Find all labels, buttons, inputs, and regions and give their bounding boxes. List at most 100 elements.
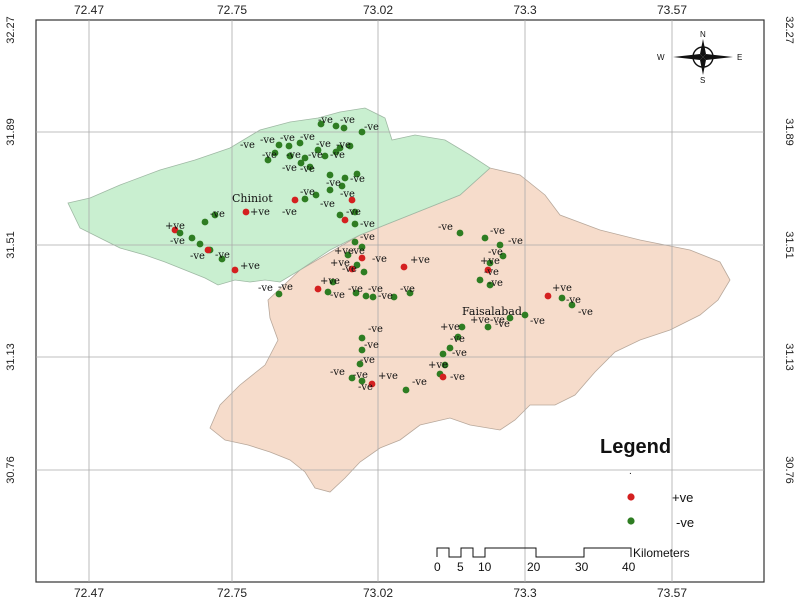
scale-bar: Kilometers 0 5 10 20 30 40 [434,546,690,574]
lat-tick-left-0: 32.27 [5,16,17,44]
scale-tick-40: 40 [622,560,636,574]
legend-negative-label: -ve [676,515,694,530]
lon-tick-top-3: 73.3 [513,3,537,17]
sample-point-negative-50 [329,278,337,286]
scale-bar-segments [436,547,632,558]
sample-point-positive-41 [231,266,239,274]
sample-point-negative-55 [369,293,377,301]
point-label-33: -ve [372,254,387,265]
sample-point-negative-74 [454,333,462,341]
point-label-57: -ve [495,319,510,330]
city-label-faisalabad: Faisalabad [462,305,522,318]
lon-tick-bottom-0: 72.47 [74,586,104,600]
sample-point-negative-9 [346,142,354,150]
lat-tick-right-2: 31.51 [783,231,795,259]
sample-point-positive-47 [348,265,356,273]
point-label-17: -ve [300,187,315,198]
lon-tick-bottom-1: 72.75 [217,586,247,600]
point-label-10: -ve [286,150,301,161]
point-label-13: -ve [282,163,297,174]
point-label-6: -ve [300,132,315,143]
point-label-21: -ve [282,207,297,218]
point-label-62: +ve [428,360,448,371]
point-label-23: -ve [360,219,375,230]
sample-points: -ve -ve-ve-ve -ve -ve -ve-ve -ve-ve -ve -ve -ve-… [165,115,593,394]
sample-point-negative-42 [351,238,359,246]
point-label-55: +ve [470,315,490,326]
legend-negative-marker [627,517,635,525]
sample-point-negative-19 [341,174,349,182]
sample-point-negative-59 [456,229,464,237]
sample-point-negative-63 [486,259,494,267]
scale-unit: Kilometers [633,546,690,560]
lat-tick-left-2: 31.51 [5,231,17,259]
compass-south-arrow [700,57,706,75]
point-label-43: -ve [378,291,393,302]
sample-point-negative-66 [486,281,494,289]
point-label-15: -ve [326,178,341,189]
lon-tick-top-1: 72.75 [217,3,247,17]
sample-point-negative-10 [264,156,272,164]
point-label-14: -ve [300,164,315,175]
sample-point-negative-2 [340,124,348,132]
sample-point-negative-82 [356,360,364,368]
point-label-46: -ve [490,226,505,237]
point-label-39: +ve [320,276,340,287]
point-label-67: -ve [330,367,345,378]
point-label-35: -ve [342,264,357,275]
lat-tick-left-3: 31.13 [5,343,17,371]
sample-point-negative-39 [218,255,226,263]
sample-point-negative-4 [275,141,283,149]
point-label-70: -ve [358,382,373,393]
sample-point-negative-44 [344,251,352,259]
point-label-20: +ve [250,207,270,218]
sample-point-negative-16 [297,159,305,167]
legend-dot-mark: . [629,466,632,477]
chiniot-region [67,107,491,286]
point-label-38: -ve [278,282,293,293]
sample-point-negative-28 [336,211,344,219]
sample-point-negative-6 [296,139,304,147]
sample-point-negative-84 [358,377,366,385]
sample-point-negative-20 [353,170,361,178]
sample-point-negative-5 [285,142,293,150]
sample-point-negative-35 [176,229,184,237]
sample-point-negative-72 [484,323,492,331]
point-label-22: -ve [346,207,361,218]
city-label-chiniot: Chiniot [232,192,273,205]
point-label-8: -ve [336,140,351,151]
point-label-65: -ve [364,340,379,351]
sample-point-negative-86 [402,386,410,394]
point-label-16: -ve [350,174,365,185]
sample-point-positive-67 [544,292,552,300]
point-label-24: +ve [165,221,185,232]
point-label-0: -ve [318,115,333,126]
lon-tick-top-2: 73.02 [363,3,393,17]
point-label-36: +ve [410,255,430,266]
north-arrow: N S E W [657,30,742,85]
sample-point-negative-11 [271,149,279,157]
point-label-69: +ve [378,371,398,382]
point-label-1: -ve [340,115,355,126]
sample-point-negative-30 [351,220,359,228]
point-label-11: -ve [308,150,323,161]
sample-point-negative-54 [362,292,370,300]
sample-point-negative-12 [286,152,294,160]
compass-label-s: S [700,76,705,85]
point-label-51: -ve [488,278,503,289]
sample-point-negative-60 [481,234,489,242]
sample-point-negative-13 [301,154,309,162]
compass-east-arrow [703,54,733,60]
lon-tick-bottom-4: 73.57 [657,586,687,600]
point-label-50: -ve [484,267,499,278]
sample-point-positive-49 [400,263,408,271]
point-label-26: -ve [170,236,185,247]
sample-point-negative-53 [352,289,360,297]
point-label-5: -ve [280,133,295,144]
sample-point-positive-29 [341,216,349,224]
sample-point-negative-83 [348,374,356,382]
point-label-71: -ve [412,377,427,388]
compass-label-e: E [737,53,742,62]
sample-point-negative-76 [439,350,447,358]
point-label-61: -ve [452,348,467,359]
